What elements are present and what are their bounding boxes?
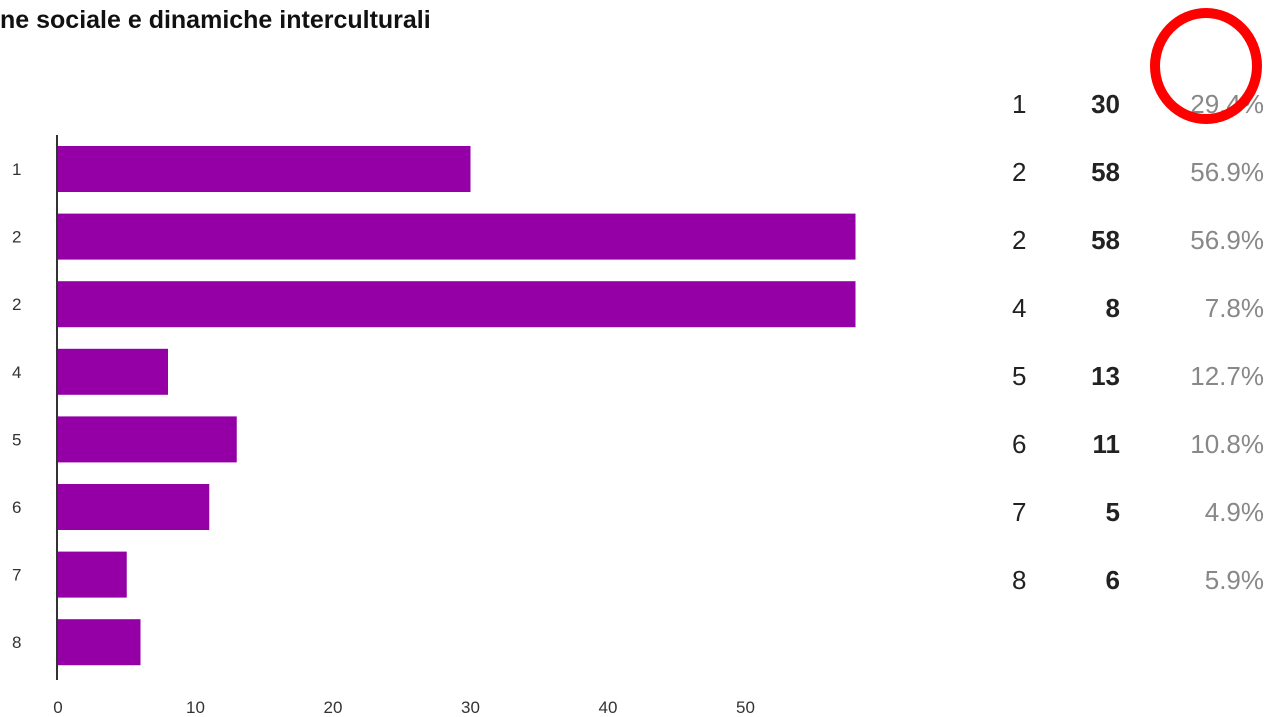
summary-label: 5 bbox=[1012, 361, 1027, 391]
y-tick-label: 4 bbox=[12, 363, 21, 382]
summary-label: 6 bbox=[1012, 429, 1027, 459]
y-tick-label: 6 bbox=[12, 498, 21, 517]
highlight-circle-annotation bbox=[1150, 8, 1262, 124]
summary-row: 7 5 4.9% bbox=[1012, 478, 1264, 546]
summary-row: 4 8 7.8% bbox=[1012, 274, 1264, 342]
x-tick-label: 0 bbox=[53, 698, 62, 717]
y-tick-label: 5 bbox=[12, 430, 21, 449]
bar-2 bbox=[58, 213, 856, 260]
summary-count: 8 bbox=[1105, 293, 1120, 323]
summary-count: 30 bbox=[1091, 89, 1120, 119]
summary-count: 58 bbox=[1091, 157, 1120, 187]
summary-percent: 5.9% bbox=[1204, 565, 1264, 595]
y-tick-label: 8 bbox=[12, 633, 21, 652]
summary-percent: 10.8% bbox=[1190, 429, 1264, 459]
summary-count: 13 bbox=[1091, 361, 1120, 391]
bar-6 bbox=[58, 484, 210, 530]
summary-count: 6 bbox=[1105, 565, 1120, 595]
x-tick-label: 50 bbox=[736, 698, 755, 717]
summary-label: 8 bbox=[1012, 565, 1027, 595]
summary-label: 4 bbox=[1012, 293, 1027, 323]
x-tick-label: 30 bbox=[461, 698, 480, 717]
summary-row: 5 13 12.7% bbox=[1012, 342, 1264, 410]
summary-count: 11 bbox=[1092, 429, 1121, 459]
y-tick-label: 7 bbox=[12, 566, 21, 585]
bar-3 bbox=[58, 281, 856, 328]
bar-8 bbox=[58, 619, 141, 666]
summary-label: 1 bbox=[1012, 89, 1027, 119]
summary-label: 7 bbox=[1012, 497, 1027, 527]
x-tick-label: 40 bbox=[599, 698, 618, 717]
summary-row: 8 6 5.9% bbox=[1012, 546, 1264, 614]
summary-percent: 56.9% bbox=[1190, 225, 1264, 255]
chart-title: ne sociale e dinamiche interculturali bbox=[0, 6, 431, 34]
summary-percent: 4.9% bbox=[1204, 497, 1264, 527]
summary-count: 58 bbox=[1091, 225, 1120, 255]
summary-percent: 56.9% bbox=[1190, 157, 1264, 187]
summary-table: 1 30 29.4% 2 58 56.9% 2 58 56.9% 4 8 7.8% 5 13 12.7% 6 1… bbox=[1012, 70, 1264, 614]
bar-chart: 1 2 2 4 5 6 7 8 0 10 20 30 40 50 bbox=[12, 135, 856, 717]
y-tick-label: 1 bbox=[12, 160, 21, 179]
summary-row: 2 58 56.9% bbox=[1012, 138, 1264, 206]
x-tick-label: 20 bbox=[324, 698, 343, 717]
bar-7 bbox=[58, 551, 127, 598]
summary-percent: 7.8% bbox=[1204, 293, 1264, 323]
bar-5 bbox=[58, 416, 237, 463]
summary-row: 6 11 10.8% bbox=[1012, 410, 1264, 478]
y-tick-label: 2 bbox=[12, 295, 21, 314]
summary-percent: 12.7% bbox=[1190, 361, 1264, 391]
bar-1 bbox=[58, 146, 471, 192]
bar-4 bbox=[58, 348, 168, 395]
x-tick-label: 10 bbox=[186, 698, 205, 717]
y-tick-label: 2 bbox=[12, 228, 21, 247]
summary-row: 2 58 56.9% bbox=[1012, 206, 1264, 274]
summary-label: 2 bbox=[1012, 157, 1027, 187]
summary-count: 5 bbox=[1105, 497, 1120, 527]
summary-label: 2 bbox=[1012, 225, 1027, 255]
